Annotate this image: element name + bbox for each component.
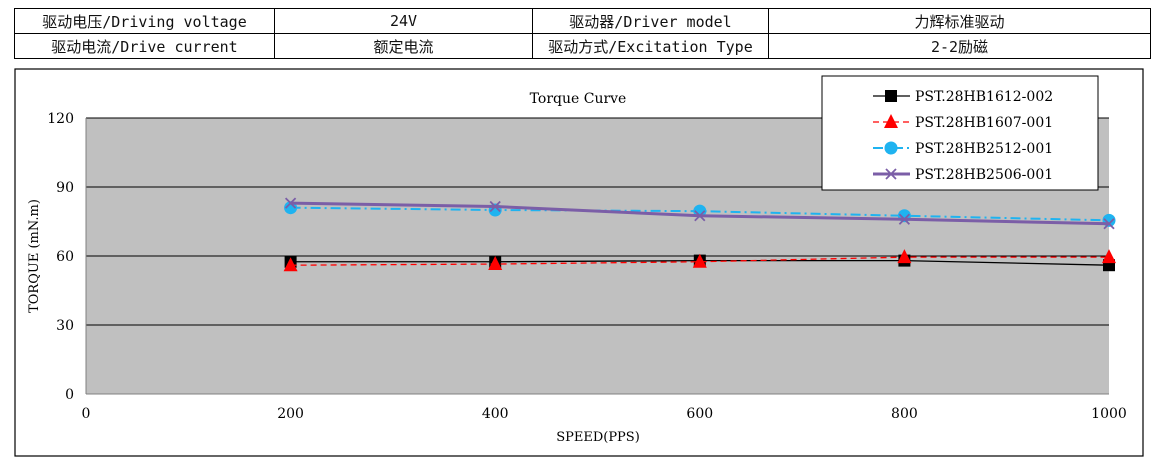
y-tick-label-3: 90: [56, 180, 74, 196]
x-axis-label: SPEED(PPS): [556, 430, 640, 445]
series-3-point-4: [1103, 218, 1115, 230]
spec-value-drive-current: 额定电流: [274, 33, 533, 59]
x-tick-labels: 0 200 400 600 800 1000: [82, 406, 1127, 422]
y-tick-label-4: 120: [47, 111, 74, 127]
legend-label-1: PST.28HB1607-001: [915, 115, 1053, 131]
spec-value-driving-voltage: 24V: [274, 8, 533, 34]
legend-marker-2: [884, 141, 898, 155]
y-tick-label-2: 60: [56, 249, 74, 265]
series-1: [283, 249, 1116, 272]
series-3-point-0: [284, 197, 297, 209]
x-tick-label-2: 400: [482, 406, 509, 422]
x-tick-label-4: 800: [891, 406, 918, 422]
spec-value-excitation-type: 2-2励磁: [768, 33, 1151, 59]
series-3: [284, 197, 1115, 230]
series-1-point-3: [897, 249, 912, 264]
x-tick-label-3: 600: [686, 406, 713, 422]
spec-row-voltage: 驱动电压/Driving voltage 24V 驱动器/Driver mode…: [14, 8, 1151, 34]
legend-marker-0: [885, 90, 897, 102]
series-layer: [283, 197, 1116, 272]
chart-title: Torque Curve: [530, 91, 627, 107]
legend-label-2: PST.28HB2512-001: [915, 141, 1053, 157]
legend-box: [821, 75, 1099, 191]
spec-label-excitation-type: 驱动方式/Excitation Type: [532, 33, 769, 59]
spec-row-current: 驱动电流/Drive current 额定电流 驱动方式/Excitation …: [14, 33, 1151, 59]
legend-label-3: PST.28HB2506-001: [915, 167, 1053, 183]
x-tick-label-0: 0: [82, 406, 91, 422]
legend-marker-1: [884, 114, 898, 128]
y-tick-label-0: 0: [65, 387, 74, 403]
x-tick-label-5: 1000: [1091, 406, 1127, 422]
series-3-point-1: [489, 200, 501, 213]
spec-label-driving-voltage: 驱动电压/Driving voltage: [14, 8, 275, 34]
series-3-point-2: [694, 210, 706, 222]
y-tick-labels: 0 30 60 90 120: [47, 111, 74, 403]
legend: PST.28HB1612-002 PST.28HB1607-001 PST.28HB…: [821, 75, 1099, 191]
series-1-point-2: [692, 253, 707, 268]
legend-marker-3: [885, 168, 897, 180]
spec-label-drive-current: 驱动电流/Drive current: [14, 33, 275, 59]
series-1-point-0: [283, 257, 298, 272]
x-tick-label-1: 200: [277, 406, 304, 422]
series-1-point-1: [488, 256, 503, 271]
legend-label-0: PST.28HB1612-002: [915, 89, 1053, 105]
spec-value-driver-model: 力辉标准驱动: [768, 8, 1151, 34]
series-line-1: [290, 256, 1109, 266]
series-1-point-4: [1102, 249, 1116, 264]
spec-table: 驱动电压/Driving voltage 24V 驱动器/Driver mode…: [14, 8, 1151, 59]
series-3-point-3: [898, 213, 911, 225]
y-axis-label: TORQUE (mN.m): [27, 199, 42, 313]
y-tick-label-1: 30: [56, 318, 74, 334]
